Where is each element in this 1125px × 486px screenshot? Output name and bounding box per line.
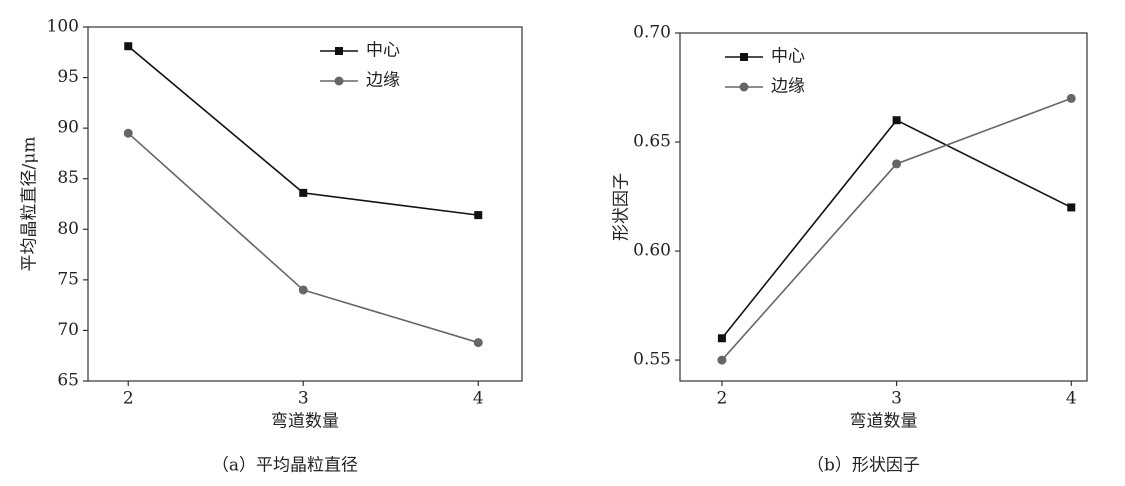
y-axis-label: 平均晶粒直径/μm [20, 137, 40, 272]
point [474, 211, 483, 220]
x-tick-label: 3 [298, 389, 309, 409]
point [717, 355, 727, 365]
plot-frame [679, 32, 1088, 382]
y-tick-label: 0.70 [633, 23, 671, 43]
legend-marker [334, 76, 344, 86]
y-tick-label: 100 [47, 17, 79, 37]
point [1067, 203, 1076, 212]
x-axis-label: 弯道数量 [271, 412, 339, 432]
legend-label: 边缘 [771, 77, 805, 97]
point [1066, 93, 1076, 103]
y-tick-label: 0.65 [633, 132, 671, 152]
y-axis-label: 形状因子 [612, 173, 632, 241]
y-tick-label: 95 [57, 67, 79, 87]
legend-label: 中心 [771, 47, 805, 67]
y-tick-label: 80 [57, 219, 79, 239]
caption: （a）平均晶粒直径 [212, 456, 358, 476]
point [123, 128, 133, 138]
legend-marker [740, 53, 748, 61]
x-tick-label: 4 [473, 389, 484, 409]
point [299, 188, 308, 197]
legend-marker [335, 47, 343, 55]
point [717, 334, 726, 343]
x-tick-label: 4 [1066, 389, 1077, 409]
x-tick-label: 3 [891, 389, 902, 409]
x-tick-label: 2 [123, 389, 134, 409]
y-tick-label: 70 [57, 320, 79, 340]
point [124, 42, 133, 51]
x-tick-label: 2 [717, 389, 728, 409]
x-axis-label: 弯道数量 [850, 412, 918, 432]
series-line [721, 119, 1072, 339]
legend-label: 中心 [366, 41, 400, 61]
series-line [721, 97, 1072, 361]
point [473, 338, 483, 348]
series-line [127, 132, 479, 344]
point [892, 159, 902, 169]
y-tick-label: 65 [57, 371, 79, 391]
point [298, 285, 308, 295]
y-tick-label: 75 [57, 269, 79, 289]
caption: （b）形状因子 [807, 456, 920, 476]
point [892, 116, 901, 125]
y-tick-label: 90 [57, 118, 79, 138]
y-tick-label: 0.60 [633, 241, 671, 261]
y-tick-label: 0.55 [633, 350, 671, 370]
plot-frame [87, 26, 523, 382]
legend-label: 边缘 [366, 71, 400, 91]
y-tick-label: 85 [57, 168, 79, 188]
legend-marker [739, 82, 749, 92]
